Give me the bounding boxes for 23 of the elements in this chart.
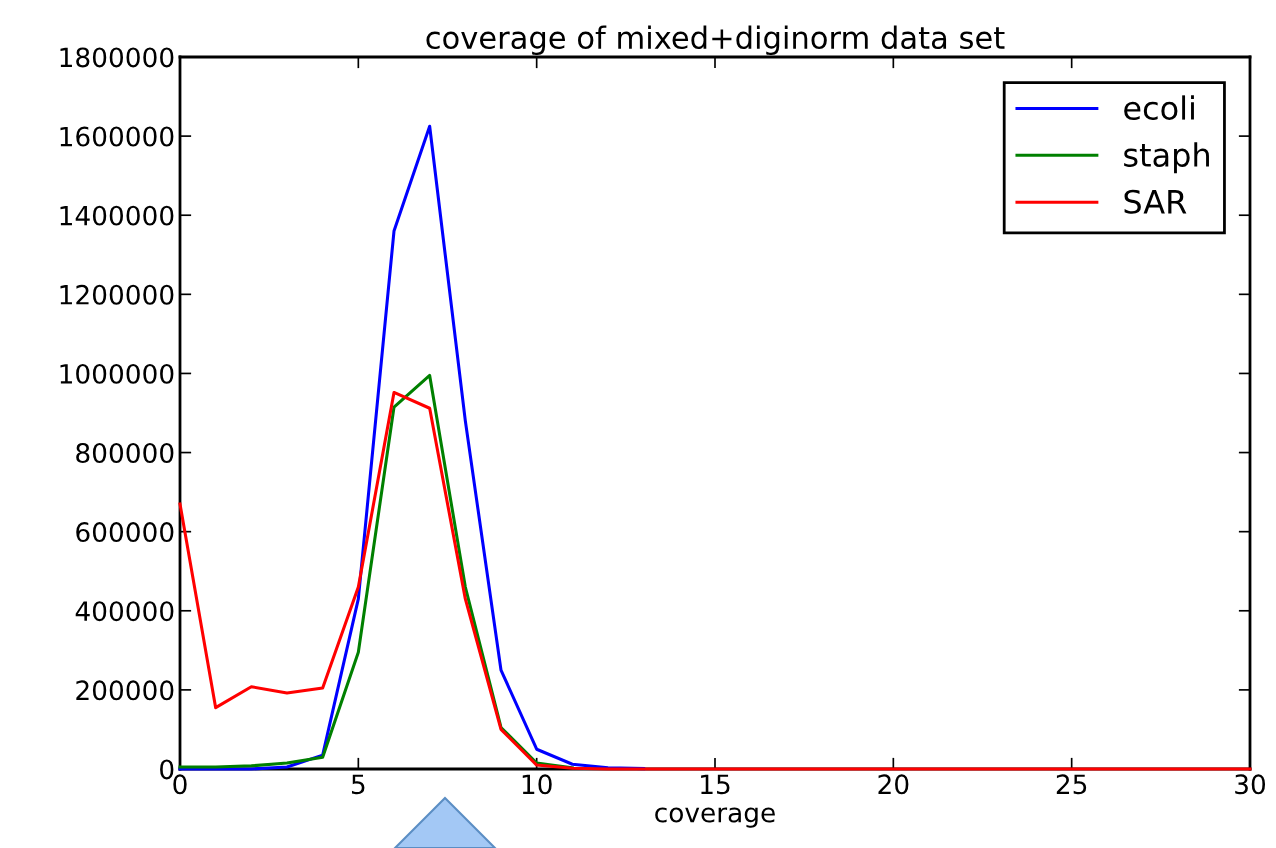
x-tick-label: 10: [522, 774, 552, 795]
legend-label: SAR: [1124, 189, 1187, 214]
x-tick-label: 5: [351, 774, 365, 795]
legend-label: ecoli: [1124, 95, 1194, 121]
y-tick-label: 800000: [76, 443, 174, 463]
y-tick-label: 0: [160, 759, 174, 780]
y-tick-label: 200000: [76, 680, 174, 701]
x-tick-label: 15: [701, 774, 730, 795]
x-axis-title: coverage: [655, 807, 775, 828]
y-tick-label: 600000: [76, 522, 174, 543]
x-tick-label: 30: [1235, 774, 1266, 795]
chart-title: coverage of mixed+diginorm data set: [426, 25, 1005, 56]
legend-label: staph: [1124, 142, 1209, 174]
y-tick-label: 1600000: [60, 126, 174, 147]
y-tick-label: 1400000: [60, 205, 174, 226]
y-tick-label: 1200000: [60, 284, 174, 305]
x-tick-label: 25: [1056, 774, 1087, 795]
y-tick-label: 400000: [75, 601, 174, 622]
line-series: [178, 373, 574, 770]
x-tick-label: 0: [173, 774, 187, 795]
y-tick-label: 1800000: [60, 47, 174, 68]
x-tick-label: 20: [878, 774, 909, 795]
y-tick-label: 1000000: [60, 363, 174, 384]
